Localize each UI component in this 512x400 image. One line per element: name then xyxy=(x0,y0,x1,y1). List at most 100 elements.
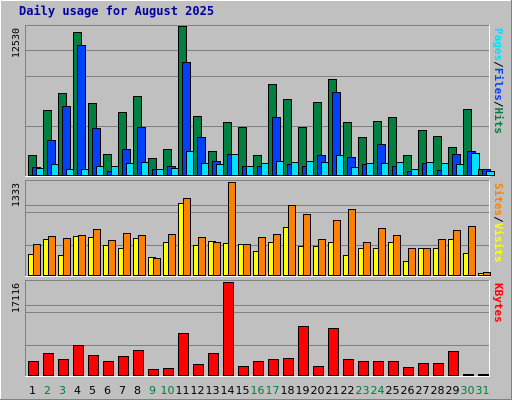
hits-files-pages-bar-hits xyxy=(433,136,442,176)
day-label: 15 xyxy=(236,384,250,397)
kbytes-bar-kbytes xyxy=(328,328,339,376)
sites-visits-bar-sites xyxy=(153,258,161,276)
day-label: 5 xyxy=(89,384,96,397)
hits-files-pages-bar-pages xyxy=(471,153,480,176)
kbytes-bar-kbytes xyxy=(268,359,279,376)
kbytes-bar-kbytes xyxy=(253,361,264,376)
day-label: 21 xyxy=(326,384,340,397)
sites-visits-bar-sites xyxy=(453,230,461,276)
hits-files-pages-ymax-label: 12530 xyxy=(11,28,22,58)
series-label-part: / xyxy=(492,61,505,68)
sites-visits-bar-sites xyxy=(408,248,416,276)
kbytes-bar-kbytes xyxy=(43,353,54,376)
kbytes-panel: 17116 KBytes xyxy=(11,280,505,377)
sites-visits-bar-sites xyxy=(183,198,191,276)
day-label: 30 xyxy=(461,384,475,397)
kbytes-bar-kbytes xyxy=(283,358,294,376)
sites-visits-bar-sites xyxy=(348,209,356,276)
sites-visits-bar-sites xyxy=(273,234,281,276)
series-label-part: / xyxy=(492,216,505,223)
kbytes-bar-kbytes xyxy=(133,350,144,376)
kbytes-bar-kbytes xyxy=(298,326,309,376)
kbytes-bar-kbytes xyxy=(478,374,489,376)
kbytes-bar-kbytes xyxy=(373,361,384,376)
day-label: 28 xyxy=(431,384,445,397)
day-label: 26 xyxy=(401,384,415,397)
chart-title: Daily usage for August 2025 xyxy=(19,4,214,18)
kbytes-bar-kbytes xyxy=(73,345,84,376)
kbytes-series-label: KBytes xyxy=(492,283,505,323)
sites-visits-bar-sites xyxy=(468,226,476,276)
hits-files-pages-panel: 12530 Pages/Files/Hits xyxy=(11,25,505,177)
day-label: 16 xyxy=(251,384,265,397)
day-label: 2 xyxy=(44,384,51,397)
series-label-part: Visits xyxy=(492,223,505,263)
kbytes-bar-kbytes xyxy=(223,282,234,376)
series-label-part: Hits xyxy=(492,108,505,135)
day-label: 18 xyxy=(281,384,295,397)
day-label: 27 xyxy=(416,384,430,397)
kbytes-bar-kbytes xyxy=(58,359,69,376)
sites-visits-bar-sites xyxy=(78,235,86,276)
sites-visits-bar-sites xyxy=(333,220,341,276)
day-label: 9 xyxy=(149,384,156,397)
sites-visits-bar-sites xyxy=(288,205,296,276)
sites-visits-bar-sites xyxy=(258,237,266,276)
day-label: 17 xyxy=(266,384,280,397)
series-label-part: KBytes xyxy=(492,283,505,323)
kbytes-bar-kbytes xyxy=(178,333,189,376)
sites-visits-bar-sites xyxy=(48,236,56,276)
hits-files-pages-bar-files xyxy=(62,106,71,176)
day-label: 6 xyxy=(104,384,111,397)
kbytes-bar-kbytes xyxy=(313,366,324,376)
sites-visits-panel: 1333 Sites/Visits xyxy=(11,180,505,277)
day-label: 24 xyxy=(371,384,385,397)
day-label: 7 xyxy=(119,384,126,397)
kbytes-bar-kbytes xyxy=(403,367,414,376)
kbytes-bar-kbytes xyxy=(118,356,129,376)
day-label: 12 xyxy=(191,384,205,397)
kbytes-bar-kbytes xyxy=(358,361,369,376)
day-label: 8 xyxy=(134,384,141,397)
series-label-part: / xyxy=(492,101,505,108)
day-label: 22 xyxy=(341,384,355,397)
day-label: 29 xyxy=(446,384,460,397)
sites-visits-bar-sites xyxy=(378,228,386,276)
sites-visits-bar-sites xyxy=(108,240,116,276)
day-label: 20 xyxy=(311,384,325,397)
hits-files-pages-bar-pages xyxy=(486,171,495,176)
sites-visits-bar-sites xyxy=(93,229,101,276)
sites-visits-bar-sites xyxy=(438,239,446,276)
series-label-part: Files xyxy=(492,68,505,101)
sites-visits-bar-sites xyxy=(33,244,41,276)
kbytes-ymax-label: 17116 xyxy=(11,283,22,313)
hits-files-pages-series-label: Pages/Files/Hits xyxy=(492,28,505,134)
kbytes-bar-kbytes xyxy=(208,353,219,376)
day-label: 14 xyxy=(221,384,235,397)
day-label: 11 xyxy=(176,384,190,397)
sites-visits-bar-sites xyxy=(198,237,206,276)
sites-visits-bar-sites xyxy=(393,235,401,276)
kbytes-plot-area xyxy=(25,280,490,377)
kbytes-bar-kbytes xyxy=(28,361,39,376)
kbytes-bar-kbytes xyxy=(238,366,249,376)
kbytes-bar-kbytes xyxy=(103,361,114,376)
sites-visits-ymax-label: 1333 xyxy=(11,183,22,207)
day-label: 1 xyxy=(29,384,36,397)
series-label-part: Pages xyxy=(492,28,505,61)
day-label: 13 xyxy=(206,384,220,397)
sites-visits-bar-sites xyxy=(63,238,71,276)
day-label: 23 xyxy=(356,384,370,397)
day-label: 25 xyxy=(386,384,400,397)
kbytes-bar-kbytes xyxy=(418,363,429,376)
sites-visits-bar-sites xyxy=(168,234,176,276)
sites-visits-bar-sites xyxy=(138,235,146,276)
kbytes-bar-kbytes xyxy=(343,359,354,376)
day-label: 31 xyxy=(476,384,490,397)
series-label-part: Sites xyxy=(492,183,505,216)
kbytes-bar-kbytes xyxy=(433,363,444,376)
kbytes-bar-kbytes xyxy=(88,355,99,376)
sites-visits-bar-sites xyxy=(243,244,251,276)
